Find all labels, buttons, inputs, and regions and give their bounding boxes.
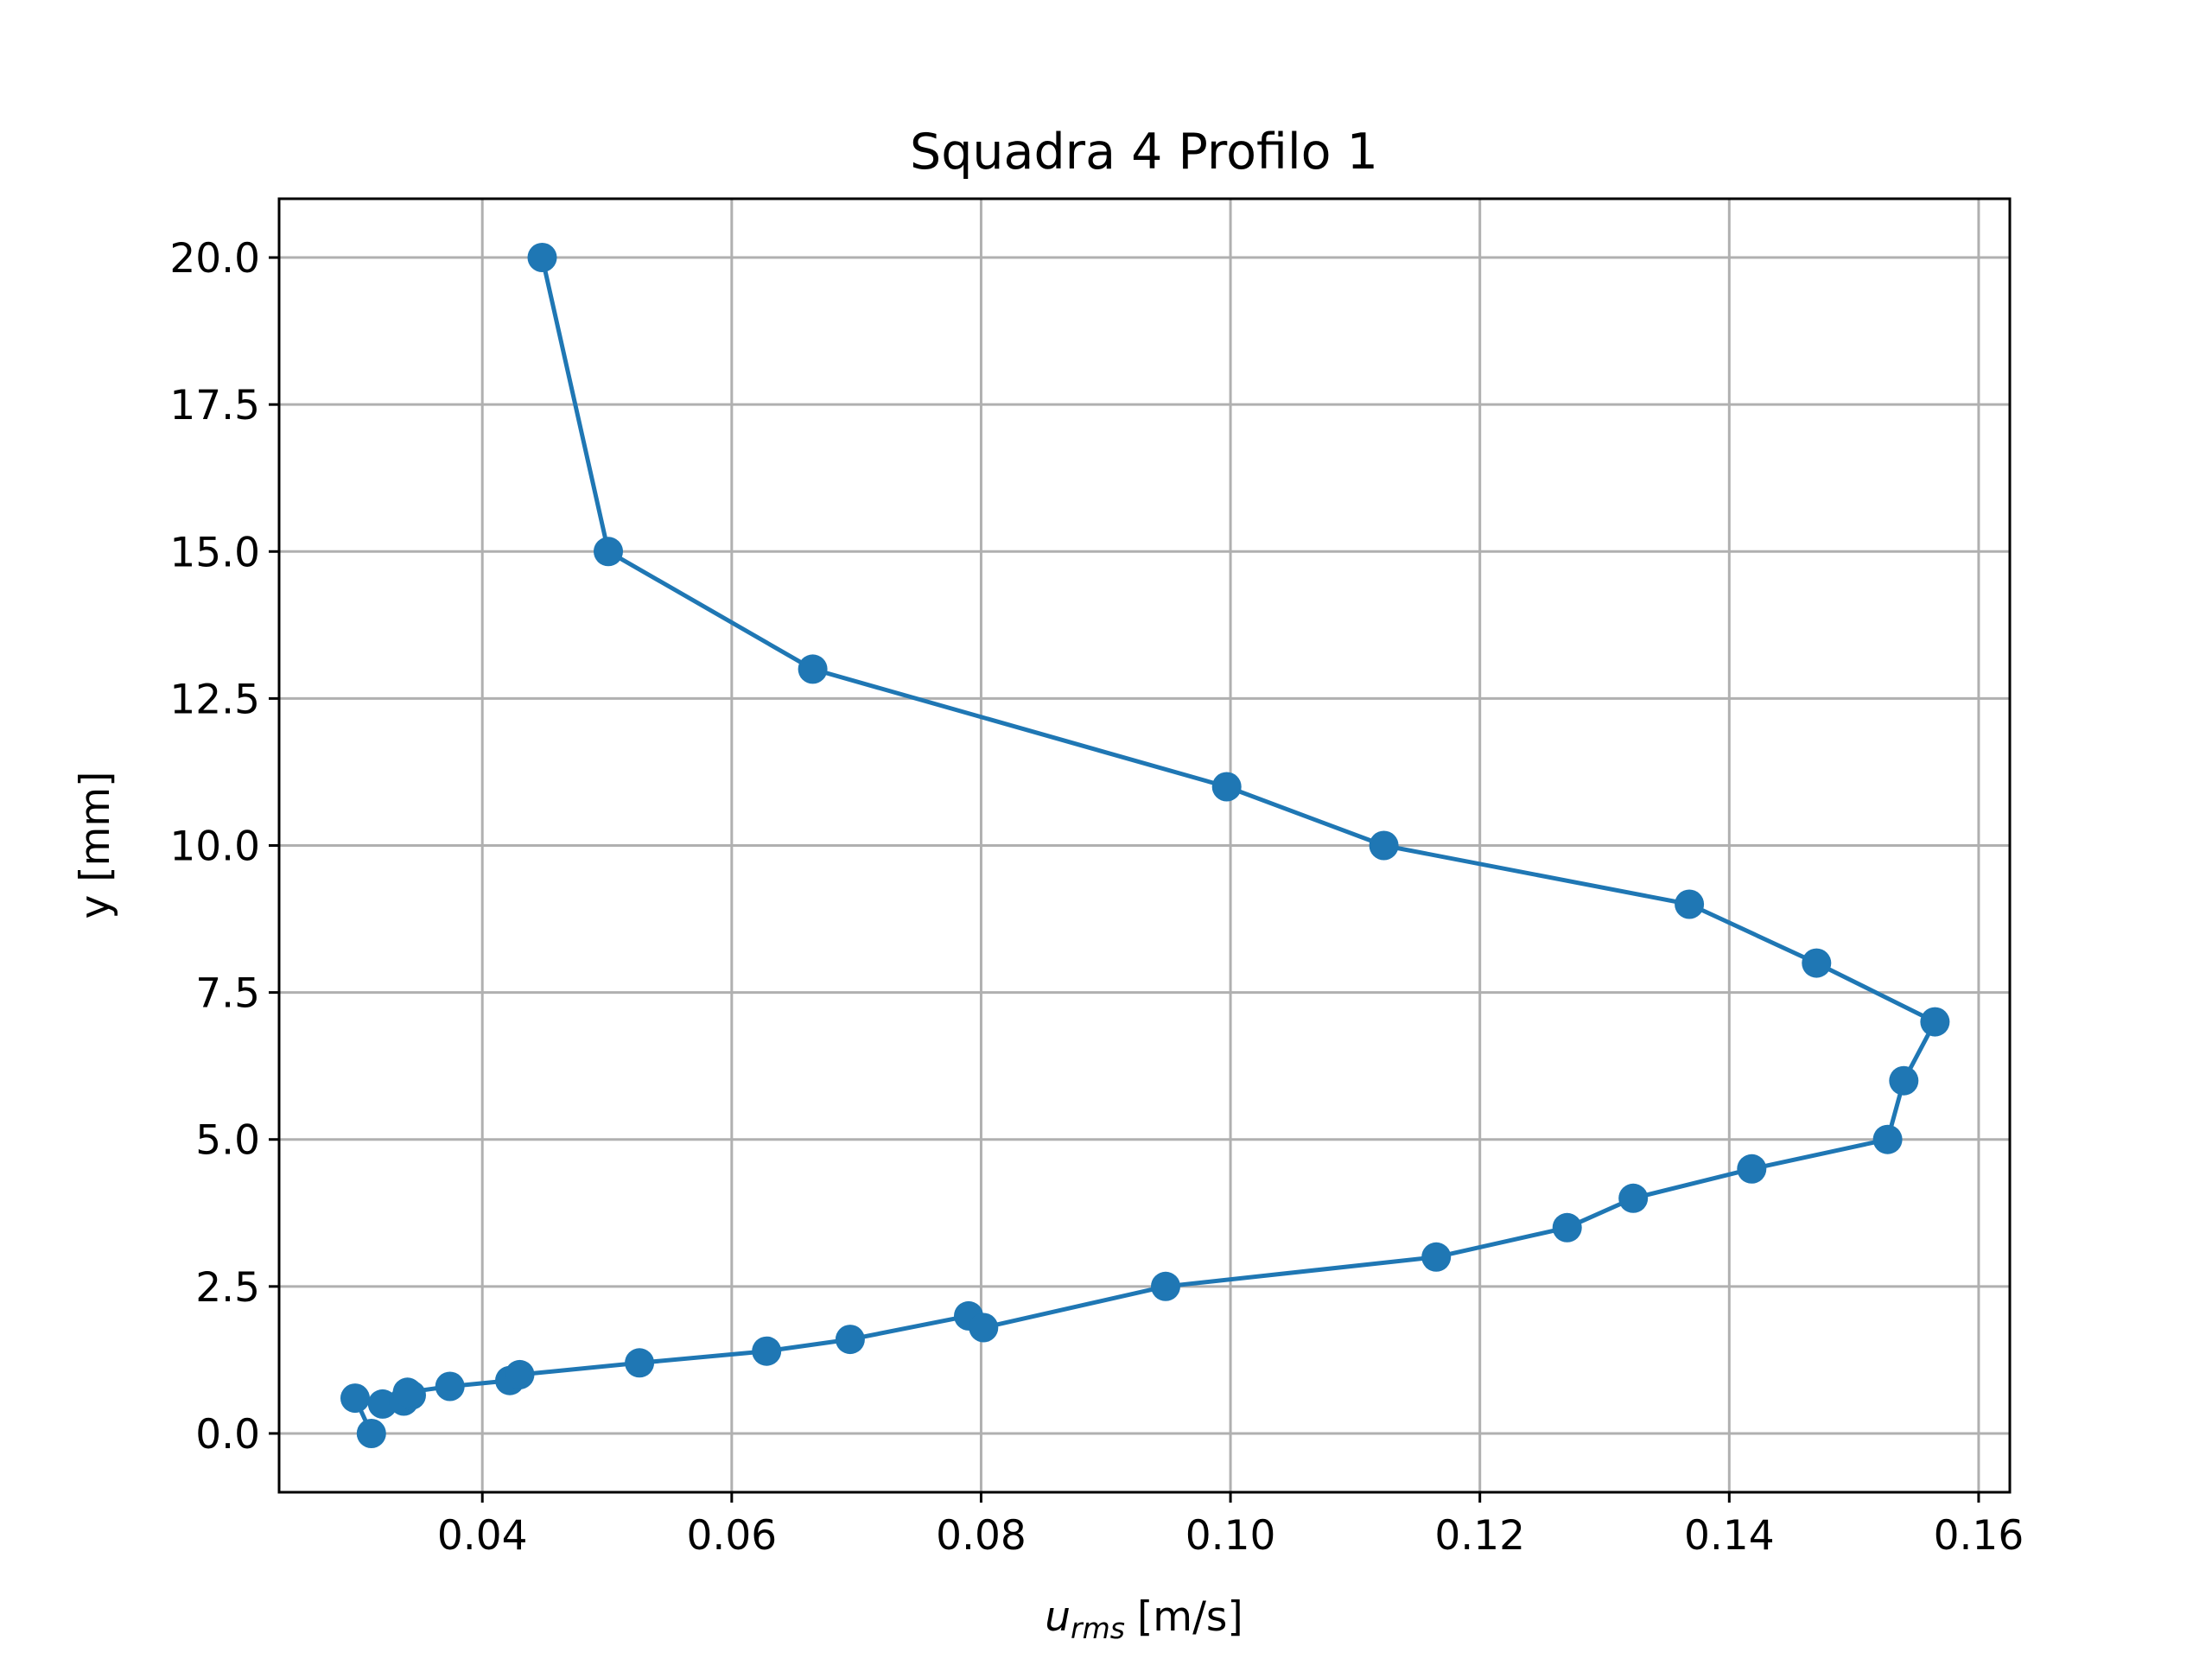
data-point [505,1359,535,1389]
data-point [340,1383,370,1414]
y-tick-label: 17.5 [169,382,260,429]
x-tick-label: 0.16 [1934,1512,2024,1560]
x-axis-label-unit: [m/s] [1137,1593,1243,1641]
data-point [1211,772,1242,802]
y-tick-label: 15.0 [169,529,260,576]
data-point [752,1336,782,1366]
x-axis-label-subscript: rms [1071,1611,1125,1645]
data-point [356,1419,386,1448]
y-tick-label: 20.0 [169,235,260,283]
x-tick-label: 0.10 [1185,1512,1276,1560]
y-tick-label: 12.5 [169,676,260,723]
data-point [1151,1271,1180,1301]
chart-title: Squadra 4 Profilo 1 [910,124,1378,181]
data-point [625,1348,655,1378]
ticks-layer: 0.04 0.06 0.08 0.10 0.12 0.14 0.16 0.0 2.5 5.0 7.5… [169,235,2024,1560]
x-tick-label: 0.06 [687,1512,778,1560]
grid-layer [279,199,2010,1492]
series-layer [340,243,1950,1448]
data-point [969,1313,999,1343]
x-tick-label: 0.08 [936,1512,1027,1560]
y-tick-label: 10.0 [169,823,260,871]
data-point [1889,1065,1919,1096]
x-tick-label: 0.14 [1684,1512,1775,1560]
data-point [1618,1183,1649,1213]
data-point [798,654,828,684]
data-point [527,243,557,272]
data-point [1872,1124,1903,1154]
y-tick-label: 5.0 [195,1117,260,1165]
data-point [1552,1212,1582,1243]
x-tick-label: 0.04 [437,1512,528,1560]
plot-frame [277,197,2012,1494]
data-point [435,1371,465,1402]
y-tick-label: 0.0 [195,1411,260,1459]
data-point [392,1377,423,1408]
data-point [1802,948,1832,978]
y-axis-label: y [mm] [72,772,119,919]
data-point [1920,1007,1950,1037]
y-tick-label: 2.5 [195,1264,260,1312]
data-point [1675,889,1705,919]
y-tick-label: 7.5 [195,970,260,1018]
x-tick-label: 0.12 [1434,1512,1525,1560]
data-point [835,1325,865,1355]
data-point [1421,1242,1452,1272]
data-point [1737,1154,1767,1184]
data-point [594,537,623,567]
x-axis-label-symbol: u [1045,1593,1071,1641]
x-axis-label: urms [m/s] [1045,1593,1243,1645]
data-point [1369,830,1399,861]
